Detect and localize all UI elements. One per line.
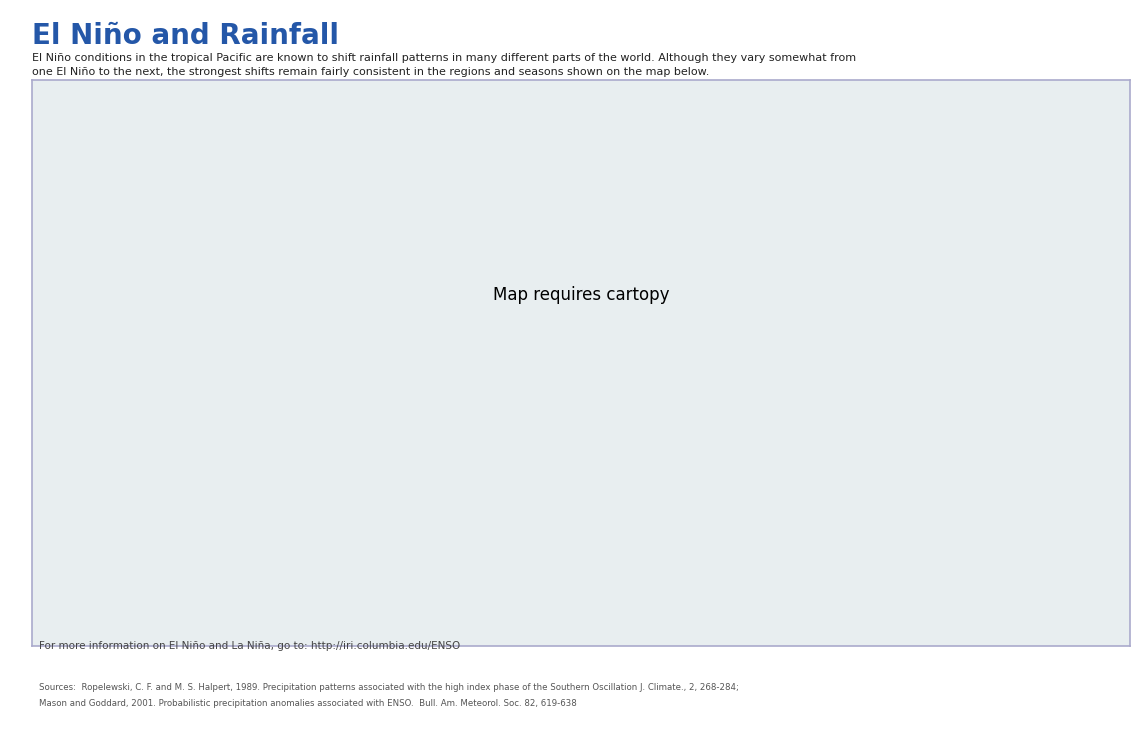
Text: Sources:  Ropelewski, C. F. and M. S. Halpert, 1989. Precipitation patterns asso: Sources: Ropelewski, C. F. and M. S. Hal…: [39, 683, 739, 692]
Text: Map requires cartopy: Map requires cartopy: [493, 286, 669, 304]
Text: El Niño conditions in the tropical Pacific are known to shift rainfall patterns : El Niño conditions in the tropical Pacif…: [32, 53, 856, 63]
Text: For more information on El Niño and La Niña, go to: http://iri.columbia.edu/ENSO: For more information on El Niño and La N…: [39, 641, 460, 651]
Text: Mason and Goddard, 2001. Probabilistic precipitation anomalies associated with E: Mason and Goddard, 2001. Probabilistic p…: [39, 699, 577, 708]
Text: one El Niño to the next, the strongest shifts remain fairly consistent in the re: one El Niño to the next, the strongest s…: [32, 67, 709, 77]
Text: El Niño and Rainfall: El Niño and Rainfall: [32, 22, 339, 50]
